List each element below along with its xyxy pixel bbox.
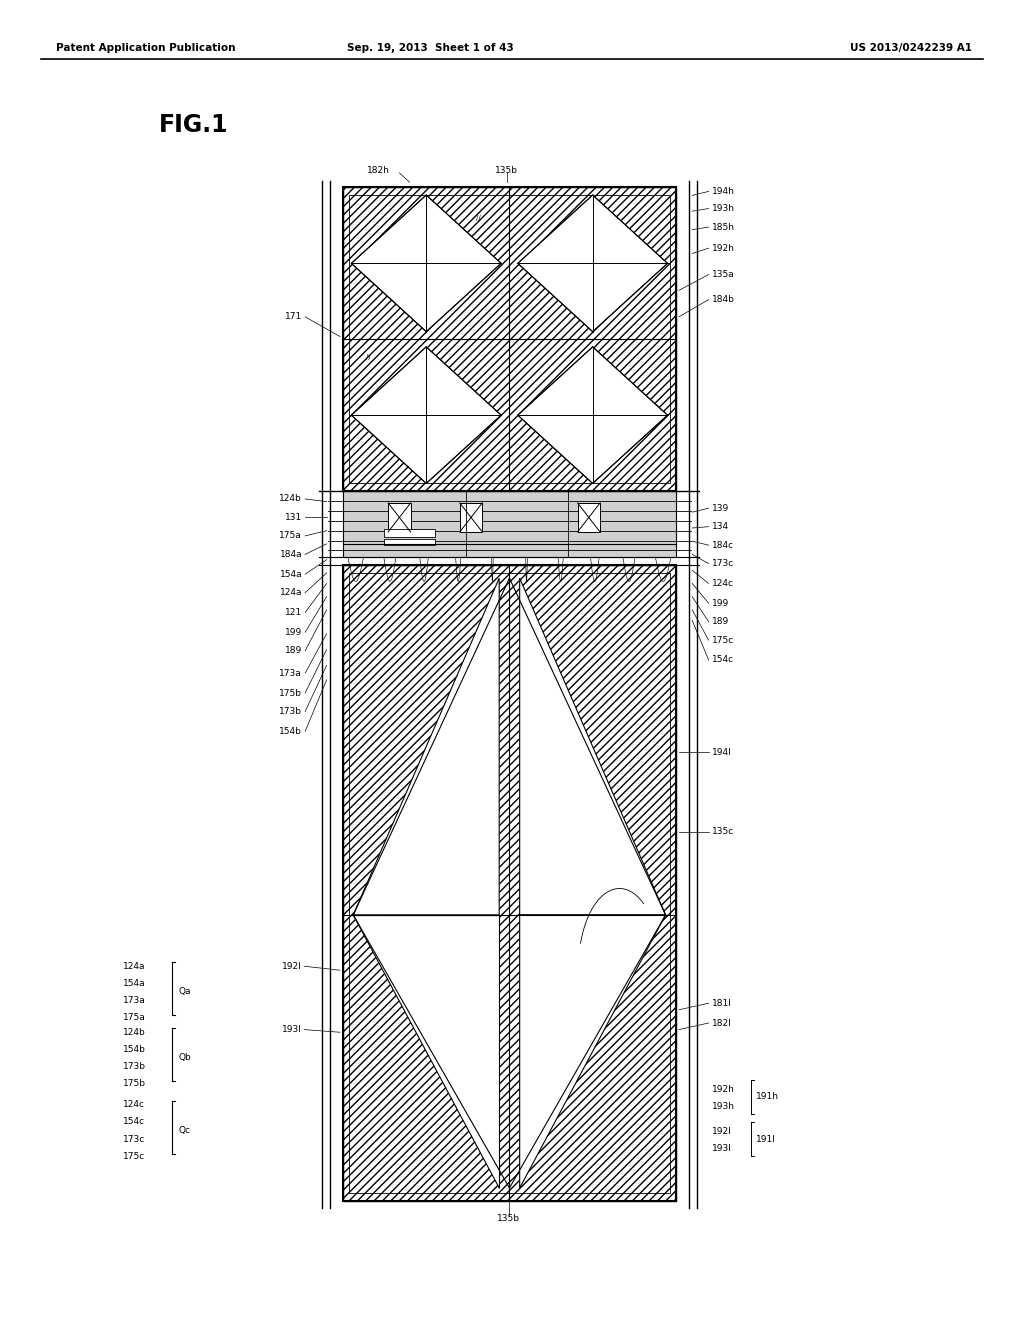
- Text: 171: 171: [285, 313, 302, 321]
- Polygon shape: [351, 347, 501, 483]
- Bar: [343, 565, 676, 1201]
- Polygon shape: [520, 578, 666, 915]
- Text: Sep. 19, 2013  Sheet 1 of 43: Sep. 19, 2013 Sheet 1 of 43: [347, 42, 513, 53]
- Text: Qa: Qa: [178, 987, 190, 997]
- Text: 193l: 193l: [712, 1144, 731, 1152]
- Text: 175c: 175c: [123, 1152, 145, 1160]
- Text: 124c: 124c: [712, 579, 733, 587]
- Text: 175b: 175b: [280, 689, 302, 697]
- Text: Qc: Qc: [178, 1126, 190, 1135]
- Text: 181l: 181l: [712, 999, 731, 1007]
- Bar: [578, 503, 600, 532]
- Text: 124b: 124b: [123, 1028, 145, 1036]
- Text: 192h: 192h: [712, 244, 734, 252]
- Bar: [343, 187, 676, 491]
- Text: 189: 189: [712, 618, 729, 626]
- Text: 175b: 175b: [123, 1080, 145, 1088]
- Text: 192l: 192l: [712, 1127, 731, 1135]
- Polygon shape: [351, 195, 501, 331]
- Text: 124a: 124a: [123, 962, 145, 970]
- Text: 192h: 192h: [712, 1085, 734, 1093]
- Text: 193h: 193h: [712, 205, 734, 213]
- Text: 193h: 193h: [712, 1102, 734, 1110]
- Text: 173b: 173b: [123, 1063, 145, 1071]
- Text: 173c: 173c: [712, 560, 734, 568]
- Text: FIG.1: FIG.1: [159, 114, 228, 137]
- Text: 182l: 182l: [712, 1019, 731, 1027]
- Text: 154b: 154b: [123, 1045, 145, 1053]
- Text: 175c: 175c: [712, 636, 734, 644]
- Text: 182h: 182h: [368, 166, 390, 174]
- Text: 121: 121: [285, 609, 302, 616]
- Text: 154a: 154a: [280, 570, 302, 578]
- Bar: [384, 539, 435, 545]
- Text: 199: 199: [285, 628, 302, 636]
- Text: 135c: 135c: [712, 828, 734, 836]
- Text: 184b: 184b: [712, 296, 734, 304]
- Text: 131: 131: [285, 513, 302, 521]
- Text: US 2013/0242239 A1: US 2013/0242239 A1: [850, 42, 972, 53]
- Text: 189: 189: [285, 647, 302, 655]
- Text: 184c: 184c: [712, 541, 734, 549]
- Polygon shape: [518, 195, 668, 331]
- Bar: [343, 565, 676, 1201]
- Text: Qb: Qb: [178, 1053, 190, 1063]
- Text: 191h: 191h: [756, 1093, 778, 1101]
- Polygon shape: [520, 915, 666, 1188]
- Bar: [388, 503, 411, 532]
- Text: 199: 199: [712, 599, 729, 607]
- Bar: [460, 503, 482, 532]
- Polygon shape: [353, 578, 500, 915]
- Text: 135b: 135b: [498, 1214, 520, 1222]
- Text: 134: 134: [712, 523, 729, 531]
- Text: 184a: 184a: [280, 550, 302, 558]
- Text: //: //: [367, 354, 371, 360]
- Text: //: //: [476, 215, 481, 222]
- Text: 194l: 194l: [712, 748, 731, 756]
- Text: 154a: 154a: [123, 979, 145, 987]
- Text: 124b: 124b: [280, 495, 302, 503]
- Text: 124a: 124a: [280, 589, 302, 597]
- Text: 175a: 175a: [280, 532, 302, 540]
- Polygon shape: [353, 915, 500, 1188]
- Text: 154b: 154b: [280, 727, 302, 735]
- Bar: [343, 491, 676, 557]
- Polygon shape: [518, 347, 668, 483]
- Bar: [349, 195, 670, 483]
- Text: 154c: 154c: [712, 656, 734, 664]
- Bar: [349, 573, 670, 1193]
- Text: 173b: 173b: [280, 708, 302, 715]
- Text: 193l: 193l: [283, 1026, 302, 1034]
- Text: Patent Application Publication: Patent Application Publication: [56, 42, 236, 53]
- Text: 154c: 154c: [123, 1118, 145, 1126]
- Text: 173a: 173a: [280, 669, 302, 677]
- Text: 135a: 135a: [712, 271, 734, 279]
- Text: 173c: 173c: [123, 1135, 145, 1143]
- Text: 124c: 124c: [123, 1101, 144, 1109]
- Text: 194h: 194h: [712, 187, 734, 195]
- Text: 185h: 185h: [712, 223, 734, 231]
- Bar: [343, 187, 676, 491]
- Text: 139: 139: [712, 504, 729, 512]
- Text: 173a: 173a: [123, 997, 145, 1005]
- Text: 135b: 135b: [496, 166, 518, 174]
- Text: 175a: 175a: [123, 1014, 145, 1022]
- Text: 191l: 191l: [756, 1135, 775, 1143]
- Text: 192l: 192l: [283, 962, 302, 970]
- Bar: [384, 529, 435, 537]
